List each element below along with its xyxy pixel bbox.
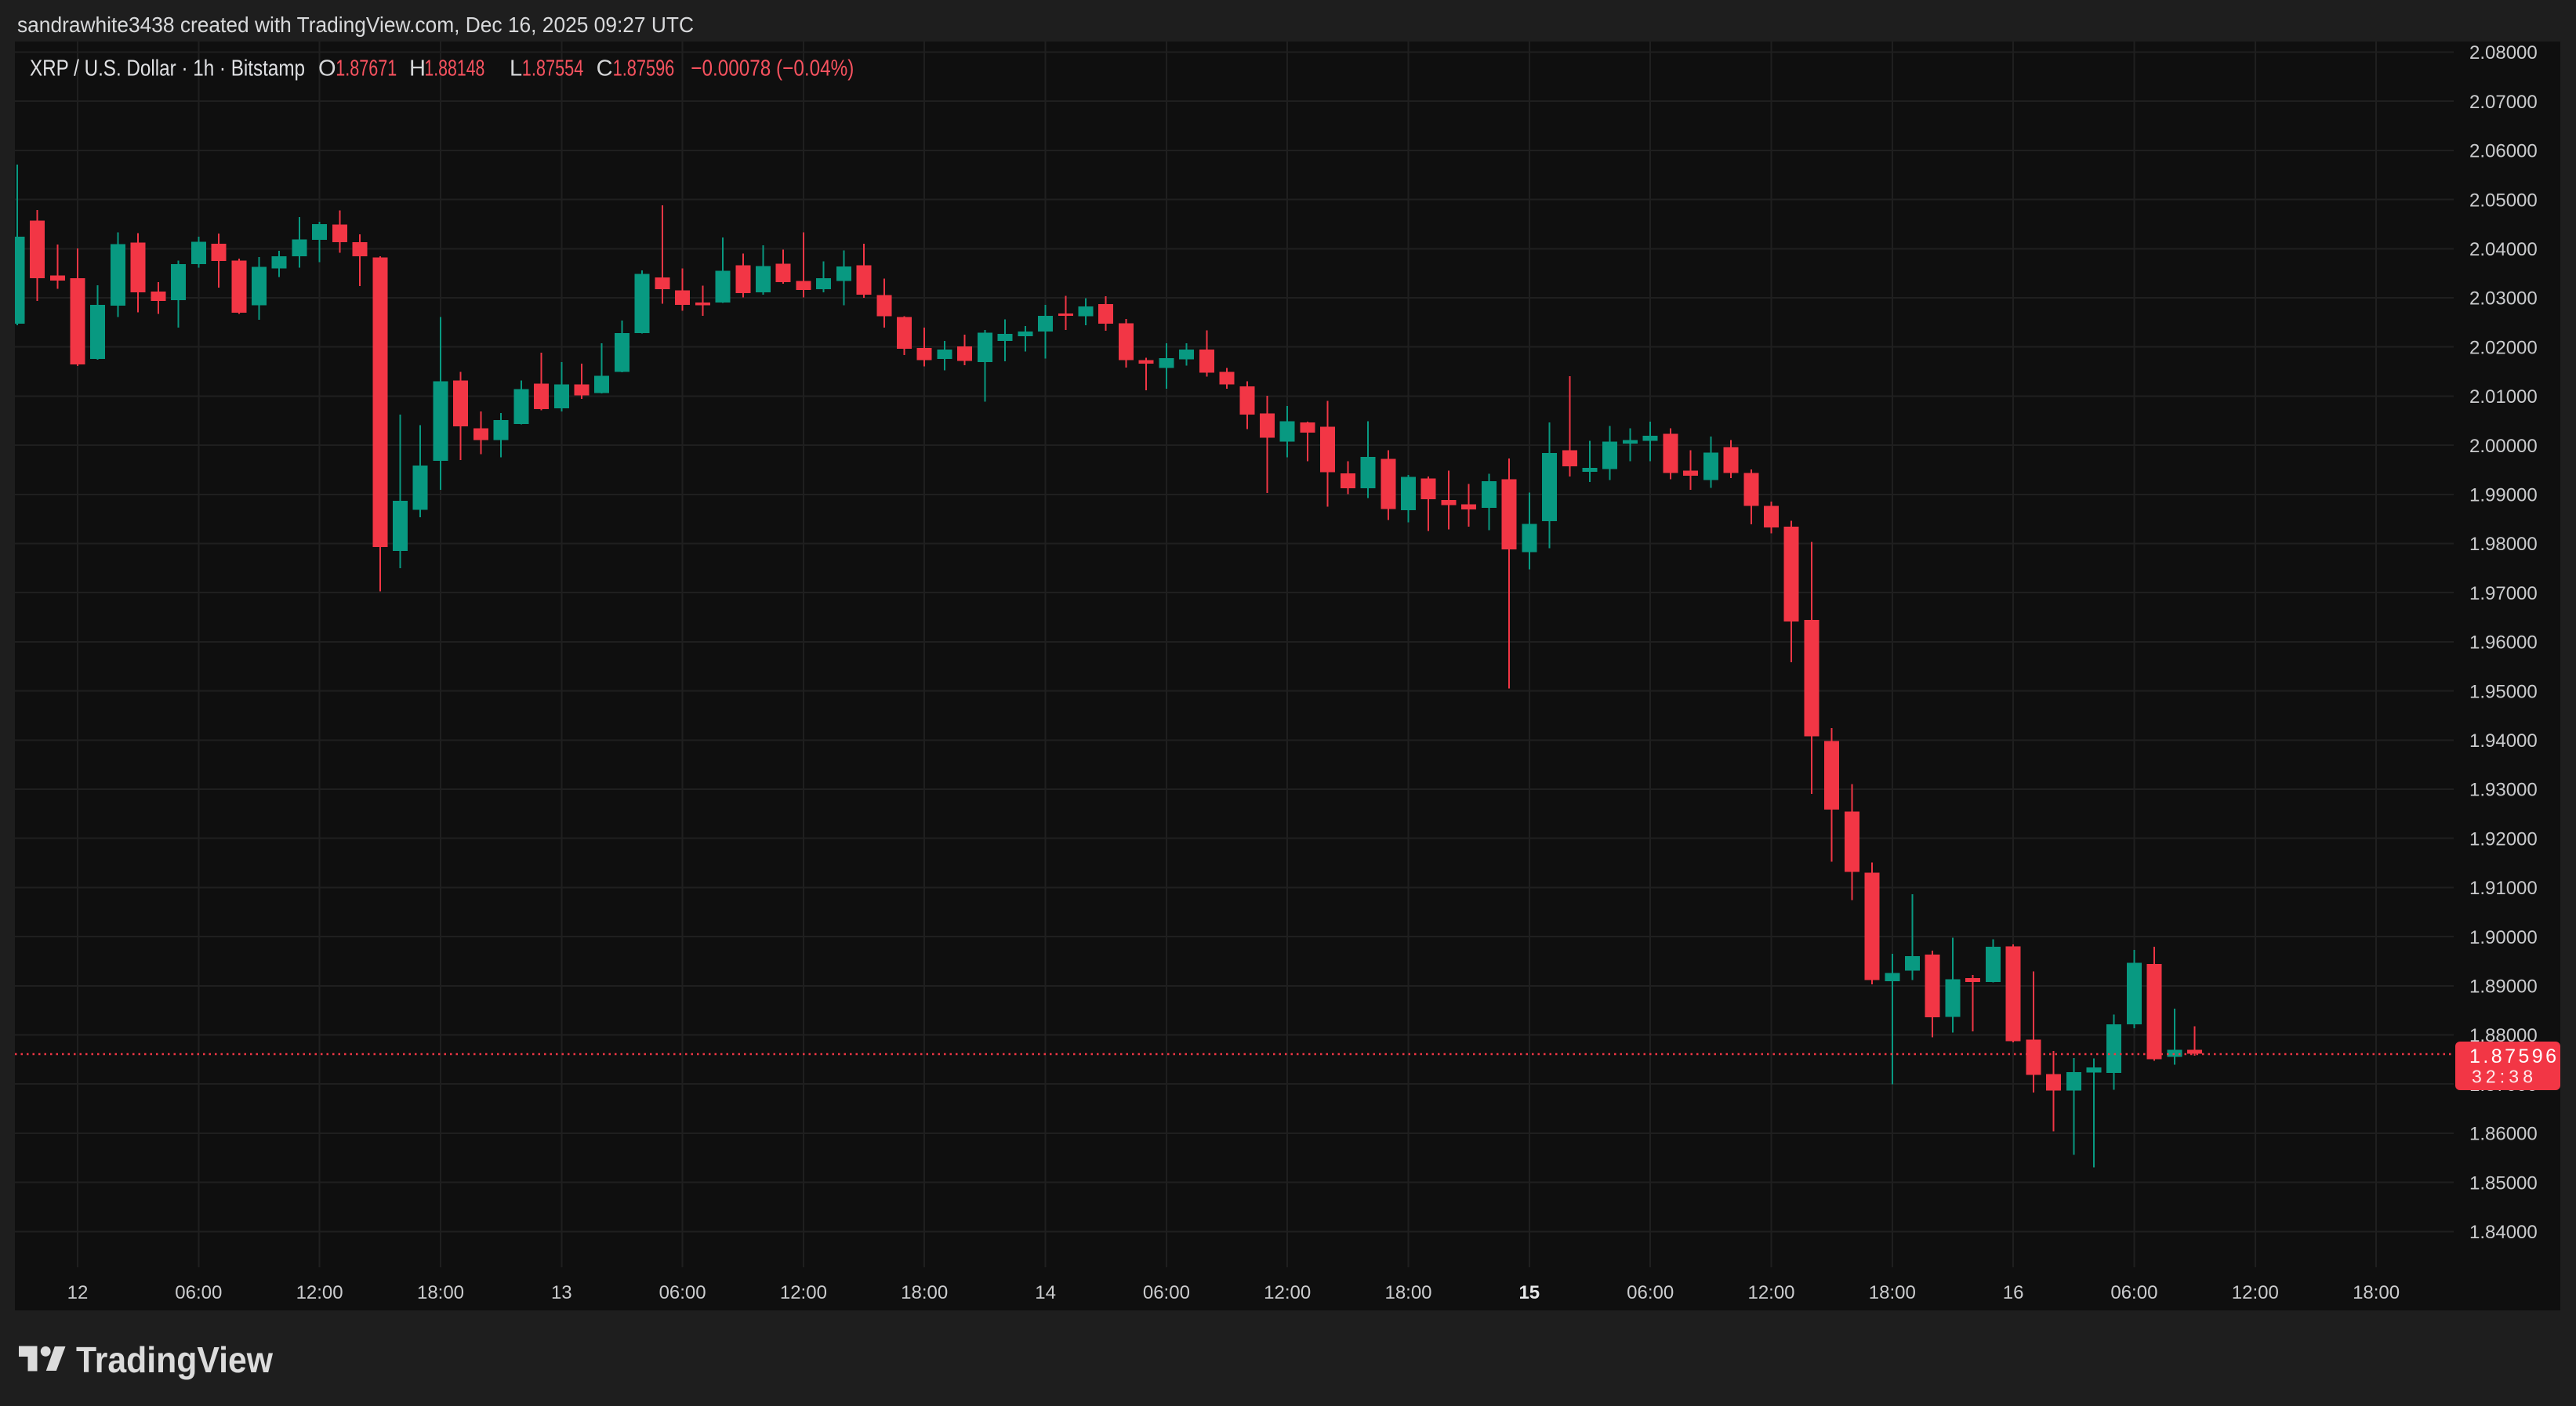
svg-text:18:00: 18:00 bbox=[417, 1282, 464, 1303]
svg-text:2.08000: 2.08000 bbox=[2469, 42, 2538, 63]
svg-text:18:00: 18:00 bbox=[2353, 1282, 2400, 1303]
svg-text:06:00: 06:00 bbox=[1627, 1282, 1674, 1303]
svg-text:18:00: 18:00 bbox=[1384, 1282, 1431, 1303]
svg-text:1.99000: 1.99000 bbox=[2469, 485, 2538, 506]
svg-text:1.87671: 1.87671 bbox=[336, 56, 397, 82]
svg-text:06:00: 06:00 bbox=[659, 1282, 706, 1303]
svg-text:12:00: 12:00 bbox=[1747, 1282, 1794, 1303]
svg-text:1.85000: 1.85000 bbox=[2469, 1172, 2538, 1194]
svg-text:1.95000: 1.95000 bbox=[2469, 681, 2538, 702]
svg-text:sandrawhite3438 created with T: sandrawhite3438 created with TradingView… bbox=[17, 13, 694, 37]
svg-text:1.98000: 1.98000 bbox=[2469, 534, 2538, 555]
svg-text:2.04000: 2.04000 bbox=[2469, 239, 2538, 260]
svg-text:1.87596: 1.87596 bbox=[613, 56, 675, 82]
svg-text:1.89000: 1.89000 bbox=[2469, 977, 2538, 998]
svg-text:06:00: 06:00 bbox=[2110, 1282, 2157, 1303]
svg-text:1.91000: 1.91000 bbox=[2469, 878, 2538, 899]
svg-text:1.84000: 1.84000 bbox=[2469, 1222, 2538, 1243]
svg-text:15: 15 bbox=[1518, 1282, 1540, 1303]
svg-text:H: H bbox=[409, 56, 426, 82]
svg-text:L: L bbox=[510, 56, 522, 82]
svg-text:13: 13 bbox=[551, 1282, 572, 1303]
svg-text:2.06000: 2.06000 bbox=[2469, 141, 2538, 162]
svg-text:2.05000: 2.05000 bbox=[2469, 190, 2538, 211]
svg-text:1.93000: 1.93000 bbox=[2469, 780, 2538, 801]
svg-text:1.88148: 1.88148 bbox=[424, 56, 484, 82]
svg-text:12: 12 bbox=[67, 1282, 89, 1303]
svg-text:32:38: 32:38 bbox=[2472, 1067, 2533, 1087]
svg-text:1.94000: 1.94000 bbox=[2469, 730, 2538, 752]
svg-text:06:00: 06:00 bbox=[1143, 1282, 1190, 1303]
svg-text:2.01000: 2.01000 bbox=[2469, 386, 2538, 408]
svg-text:2.00000: 2.00000 bbox=[2469, 436, 2538, 457]
svg-text:12:00: 12:00 bbox=[296, 1282, 343, 1303]
svg-text:14: 14 bbox=[1035, 1282, 1056, 1303]
svg-text:06:00: 06:00 bbox=[175, 1282, 222, 1303]
svg-text:XRP / U.S. Dollar · 1h · Bitst: XRP / U.S. Dollar · 1h · Bitstamp bbox=[30, 56, 305, 82]
svg-text:C: C bbox=[597, 56, 613, 82]
svg-text:1.86000: 1.86000 bbox=[2469, 1124, 2538, 1145]
svg-text:18:00: 18:00 bbox=[901, 1282, 948, 1303]
svg-text:O: O bbox=[318, 56, 336, 82]
svg-text:1.87596: 1.87596 bbox=[2469, 1045, 2556, 1067]
svg-text:1.87554: 1.87554 bbox=[522, 56, 584, 82]
svg-text:1.96000: 1.96000 bbox=[2469, 632, 2538, 654]
svg-text:2.07000: 2.07000 bbox=[2469, 92, 2538, 113]
svg-text:2.03000: 2.03000 bbox=[2469, 288, 2538, 310]
svg-text:2.02000: 2.02000 bbox=[2469, 337, 2538, 358]
svg-text:1.97000: 1.97000 bbox=[2469, 583, 2538, 604]
svg-text:1.90000: 1.90000 bbox=[2469, 927, 2538, 948]
svg-text:12:00: 12:00 bbox=[780, 1282, 827, 1303]
svg-text:12:00: 12:00 bbox=[1264, 1282, 1311, 1303]
svg-text:12:00: 12:00 bbox=[2232, 1282, 2279, 1303]
svg-text:−0.00078 (−0.04%): −0.00078 (−0.04%) bbox=[691, 56, 854, 82]
svg-text:1.92000: 1.92000 bbox=[2469, 828, 2538, 850]
svg-text:TradingView: TradingView bbox=[76, 1339, 273, 1380]
svg-text:18:00: 18:00 bbox=[1869, 1282, 1916, 1303]
svg-text:16: 16 bbox=[2003, 1282, 2024, 1303]
